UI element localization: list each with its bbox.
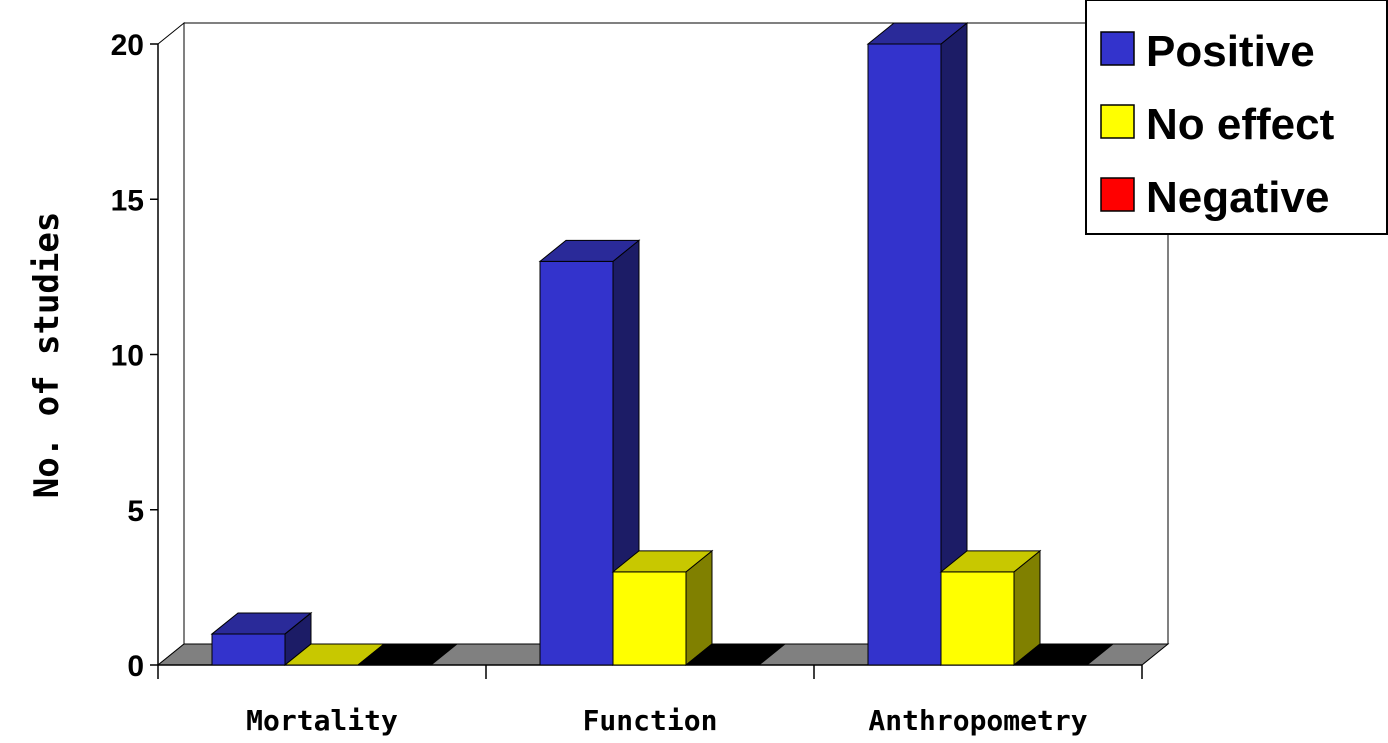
legend-label: No effect	[1146, 100, 1335, 149]
bar-top	[356, 643, 459, 666]
y-tick-label: 15	[111, 184, 144, 217]
bar-front	[211, 633, 286, 666]
side-wall	[157, 21, 185, 667]
x-tick-label: Anthropometry	[868, 704, 1087, 737]
bars	[210, 21, 1115, 667]
x-tick-label: Function	[583, 704, 718, 737]
bar-top	[866, 22, 969, 45]
bar-front	[940, 571, 1015, 666]
legend: Positive No effect Negative	[1085, 0, 1388, 235]
bar	[1012, 643, 1115, 666]
bar-top	[611, 550, 714, 573]
y-axis: 0 5 10 15 20	[111, 29, 159, 683]
y-tick-label: 0	[127, 650, 144, 683]
legend-label: Negative	[1146, 173, 1329, 222]
x-axis: Mortality Function Anthropometry	[157, 664, 1143, 737]
bar-top	[538, 239, 641, 262]
bar-top	[684, 643, 787, 666]
legend-swatch	[1100, 104, 1135, 139]
bar	[939, 549, 1042, 667]
bar-top	[210, 612, 313, 635]
y-tick-label: 5	[127, 495, 144, 528]
bar	[866, 21, 969, 667]
legend-box	[1085, 0, 1388, 235]
y-tick-label: 20	[111, 29, 144, 62]
legend-swatch	[1100, 177, 1135, 212]
bar	[210, 611, 313, 667]
y-axis-title: No. of studies	[27, 212, 67, 499]
bar	[356, 643, 459, 666]
bar-front	[867, 43, 942, 666]
legend-label: Positive	[1146, 27, 1315, 76]
bar-top	[939, 550, 1042, 573]
bar-top	[1012, 643, 1115, 666]
bar	[611, 549, 714, 667]
bar-front	[612, 571, 687, 666]
legend-swatch	[1100, 31, 1135, 66]
x-tick-label: Mortality	[246, 704, 398, 737]
y-tick-label: 10	[111, 340, 144, 373]
bar-front	[539, 260, 614, 666]
bar	[684, 643, 787, 666]
